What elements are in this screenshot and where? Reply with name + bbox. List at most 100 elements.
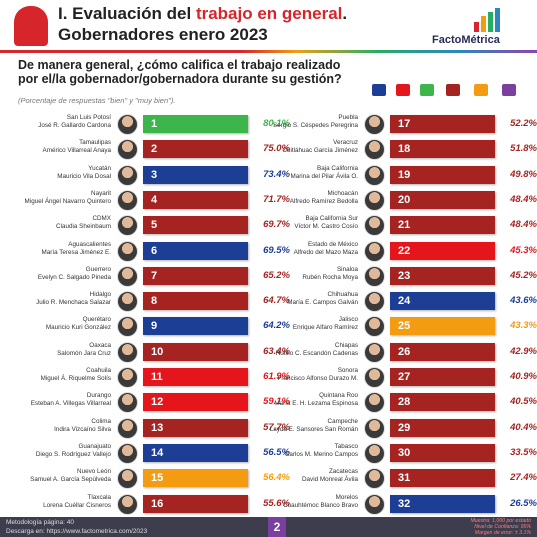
- photo: [364, 291, 385, 313]
- percent: 80.1%: [263, 118, 290, 129]
- label-block: Zacatecas David Monreal Ávila: [247, 466, 358, 491]
- party-logo: [396, 84, 410, 96]
- governor-name: Diego S. Rodríguez Vallejo: [35, 450, 111, 458]
- title-text: I. Evaluación del: [58, 4, 196, 23]
- percent: 48.4%: [510, 193, 537, 205]
- percent: 27.4%: [510, 472, 537, 484]
- label-block: Sinaloa Rubén Rocha Moya: [247, 264, 358, 289]
- ranking-row: Guanajuato Diego S. Rodríguez Vallejo 14 56…: [0, 441, 290, 466]
- state: Colima: [91, 417, 111, 425]
- governor-name: María E. H. Lezama Espinosa: [274, 400, 358, 408]
- governor-name: María E. Campos Galván: [287, 299, 358, 307]
- label-block: Michoacán Alfredo Ramírez Bedolla: [247, 188, 358, 213]
- rank-box: 26: [390, 342, 495, 361]
- label-block: Coahuila Miguel Á. Riquelme Solís: [0, 365, 111, 390]
- party-logo: [420, 84, 434, 96]
- percent: 49.8%: [510, 168, 537, 180]
- photo: [364, 417, 385, 439]
- state: Quintana Roo: [319, 392, 358, 400]
- governor-name: Mauricio Kuri González: [45, 324, 111, 332]
- logo: FactoMétrica: [432, 34, 500, 46]
- ranking-row: Querétaro Mauricio Kuri González 9 64.2%: [0, 314, 290, 339]
- percent: 52.2%: [510, 118, 537, 129]
- photo: [117, 442, 138, 464]
- percent: 40.4%: [510, 421, 537, 433]
- percent: 51.8%: [510, 143, 537, 155]
- label-block: Querétaro Mauricio Kuri González: [0, 314, 111, 339]
- label-block: Yucatán Mauricio Vila Dosal: [0, 163, 111, 188]
- state: Guerrero: [85, 265, 111, 273]
- rank-box: 32: [390, 494, 495, 513]
- percent: 43.3%: [510, 320, 537, 332]
- photo: [117, 417, 138, 439]
- ranking-row: Michoacán Alfredo Ramírez Bedolla 20 48.4%: [247, 188, 537, 213]
- ranking-row: Tabasco Carlos M. Merino Campos 30 33.5%: [247, 441, 537, 466]
- state: Tabasco: [334, 442, 358, 450]
- label-block: Puebla Sergio S. Céspedes Peregrina: [247, 112, 358, 137]
- label-block: Chihuahua María E. Campos Galván: [247, 289, 358, 314]
- state: Sonora: [337, 367, 358, 374]
- party-logo: [446, 84, 460, 96]
- percent: 45.3%: [510, 244, 537, 256]
- label-block: Tlaxcala Lorena Cuéllar Cisneros: [0, 492, 111, 517]
- rank-box: 3: [143, 165, 248, 184]
- governor-name: Samuel A. García Sepúlveda: [30, 476, 111, 484]
- footer-link[interactable]: Descarga en: https://www.factometrica.co…: [6, 528, 148, 535]
- state: Tlaxcala: [87, 493, 111, 501]
- ranking-row: Veracruz Cuitláhuac García Jiménez 18 51.8%: [247, 137, 537, 162]
- photo: [117, 341, 138, 363]
- rank-box: 17: [390, 115, 495, 133]
- ranking-row: Tlaxcala Lorena Cuéllar Cisneros 16 55.6%: [0, 492, 290, 517]
- photo: [364, 114, 385, 135]
- ranking-row: Zacatecas David Monreal Ávila 31 27.4%: [247, 466, 537, 491]
- ranking-row: Chihuahua María E. Campos Galván 24 43.6%: [247, 289, 537, 314]
- photo: [364, 316, 385, 338]
- photo: [364, 164, 385, 186]
- state: Sinaloa: [336, 265, 358, 273]
- ranking-row: CDMX Claudia Sheinbaum 5 69.7%: [0, 213, 290, 238]
- label-block: Quintana Roo María E. H. Lezama Espinosa: [247, 390, 358, 415]
- percent: 33.5%: [510, 446, 537, 458]
- governor-name: Lorena Cuéllar Cisneros: [43, 501, 111, 509]
- percent: 57.7%: [263, 421, 290, 433]
- governor-name: Salomón Jara Cruz: [57, 349, 111, 357]
- ranking-row: Baja California Marina del Pilar Ávila O.…: [247, 163, 537, 188]
- label-block: Jalisco Enrique Alfaro Ramírez: [247, 314, 358, 339]
- photo: [117, 265, 138, 287]
- label-block: Veracruz Cuitláhuac García Jiménez: [247, 137, 358, 162]
- percent: 71.7%: [263, 193, 290, 205]
- ranking-row: Nuevo León Samuel A. García Sepúlveda 15 56…: [0, 466, 290, 491]
- ranking-row: Aguascalientes María Teresa Jiménez E. 6 69…: [0, 239, 290, 264]
- photo: [364, 139, 385, 161]
- ranking-row: Hidalgo Julio R. Menchaca Salazar 8 64.7%: [0, 289, 290, 314]
- governor-name: Marina del Pilar Ávila O.: [290, 172, 358, 180]
- percent: 73.4%: [263, 168, 290, 180]
- state: Aguascalientes: [68, 240, 111, 248]
- percent: 61.9%: [263, 371, 290, 382]
- governor-name: Indira Vizcaíno Silva: [54, 425, 111, 433]
- percent: 40.5%: [510, 396, 537, 408]
- rank-box: 25: [390, 317, 495, 336]
- party-logo: [372, 84, 386, 96]
- label-block: Sonora Francisco Alfonso Durazo M.: [247, 365, 359, 390]
- ranking-row: Quintana Roo María E. H. Lezama Espinosa 2…: [247, 390, 537, 415]
- state: Durango: [86, 392, 111, 400]
- governor-name: Francisco Alfonso Durazo M.: [277, 375, 359, 382]
- rank-box: 18: [390, 140, 495, 159]
- photo: [117, 139, 138, 161]
- photo: [364, 442, 385, 464]
- rank-box: 19: [390, 165, 495, 184]
- rank-box: 8: [143, 292, 248, 311]
- rank-box: 2: [143, 140, 248, 159]
- label-block: Oaxaca Salomón Jara Cruz: [0, 340, 111, 365]
- label-block: Campeche Layda E. Sansores San Román: [247, 416, 358, 441]
- rank-box: 21: [390, 216, 495, 235]
- rank-box: 11: [143, 368, 248, 386]
- state: Yucatán: [88, 164, 111, 172]
- label-block: San Luis Potosí José R. Gallardo Cardona: [0, 112, 111, 137]
- governor-name: Layda E. Sansores San Román: [269, 425, 358, 433]
- governor-name: Víctor M. Castro Cosío: [294, 223, 358, 231]
- ranking-row: Coahuila Miguel Á. Riquelme Solís 11 61.9%: [0, 365, 290, 390]
- rank-box: 1: [143, 115, 248, 133]
